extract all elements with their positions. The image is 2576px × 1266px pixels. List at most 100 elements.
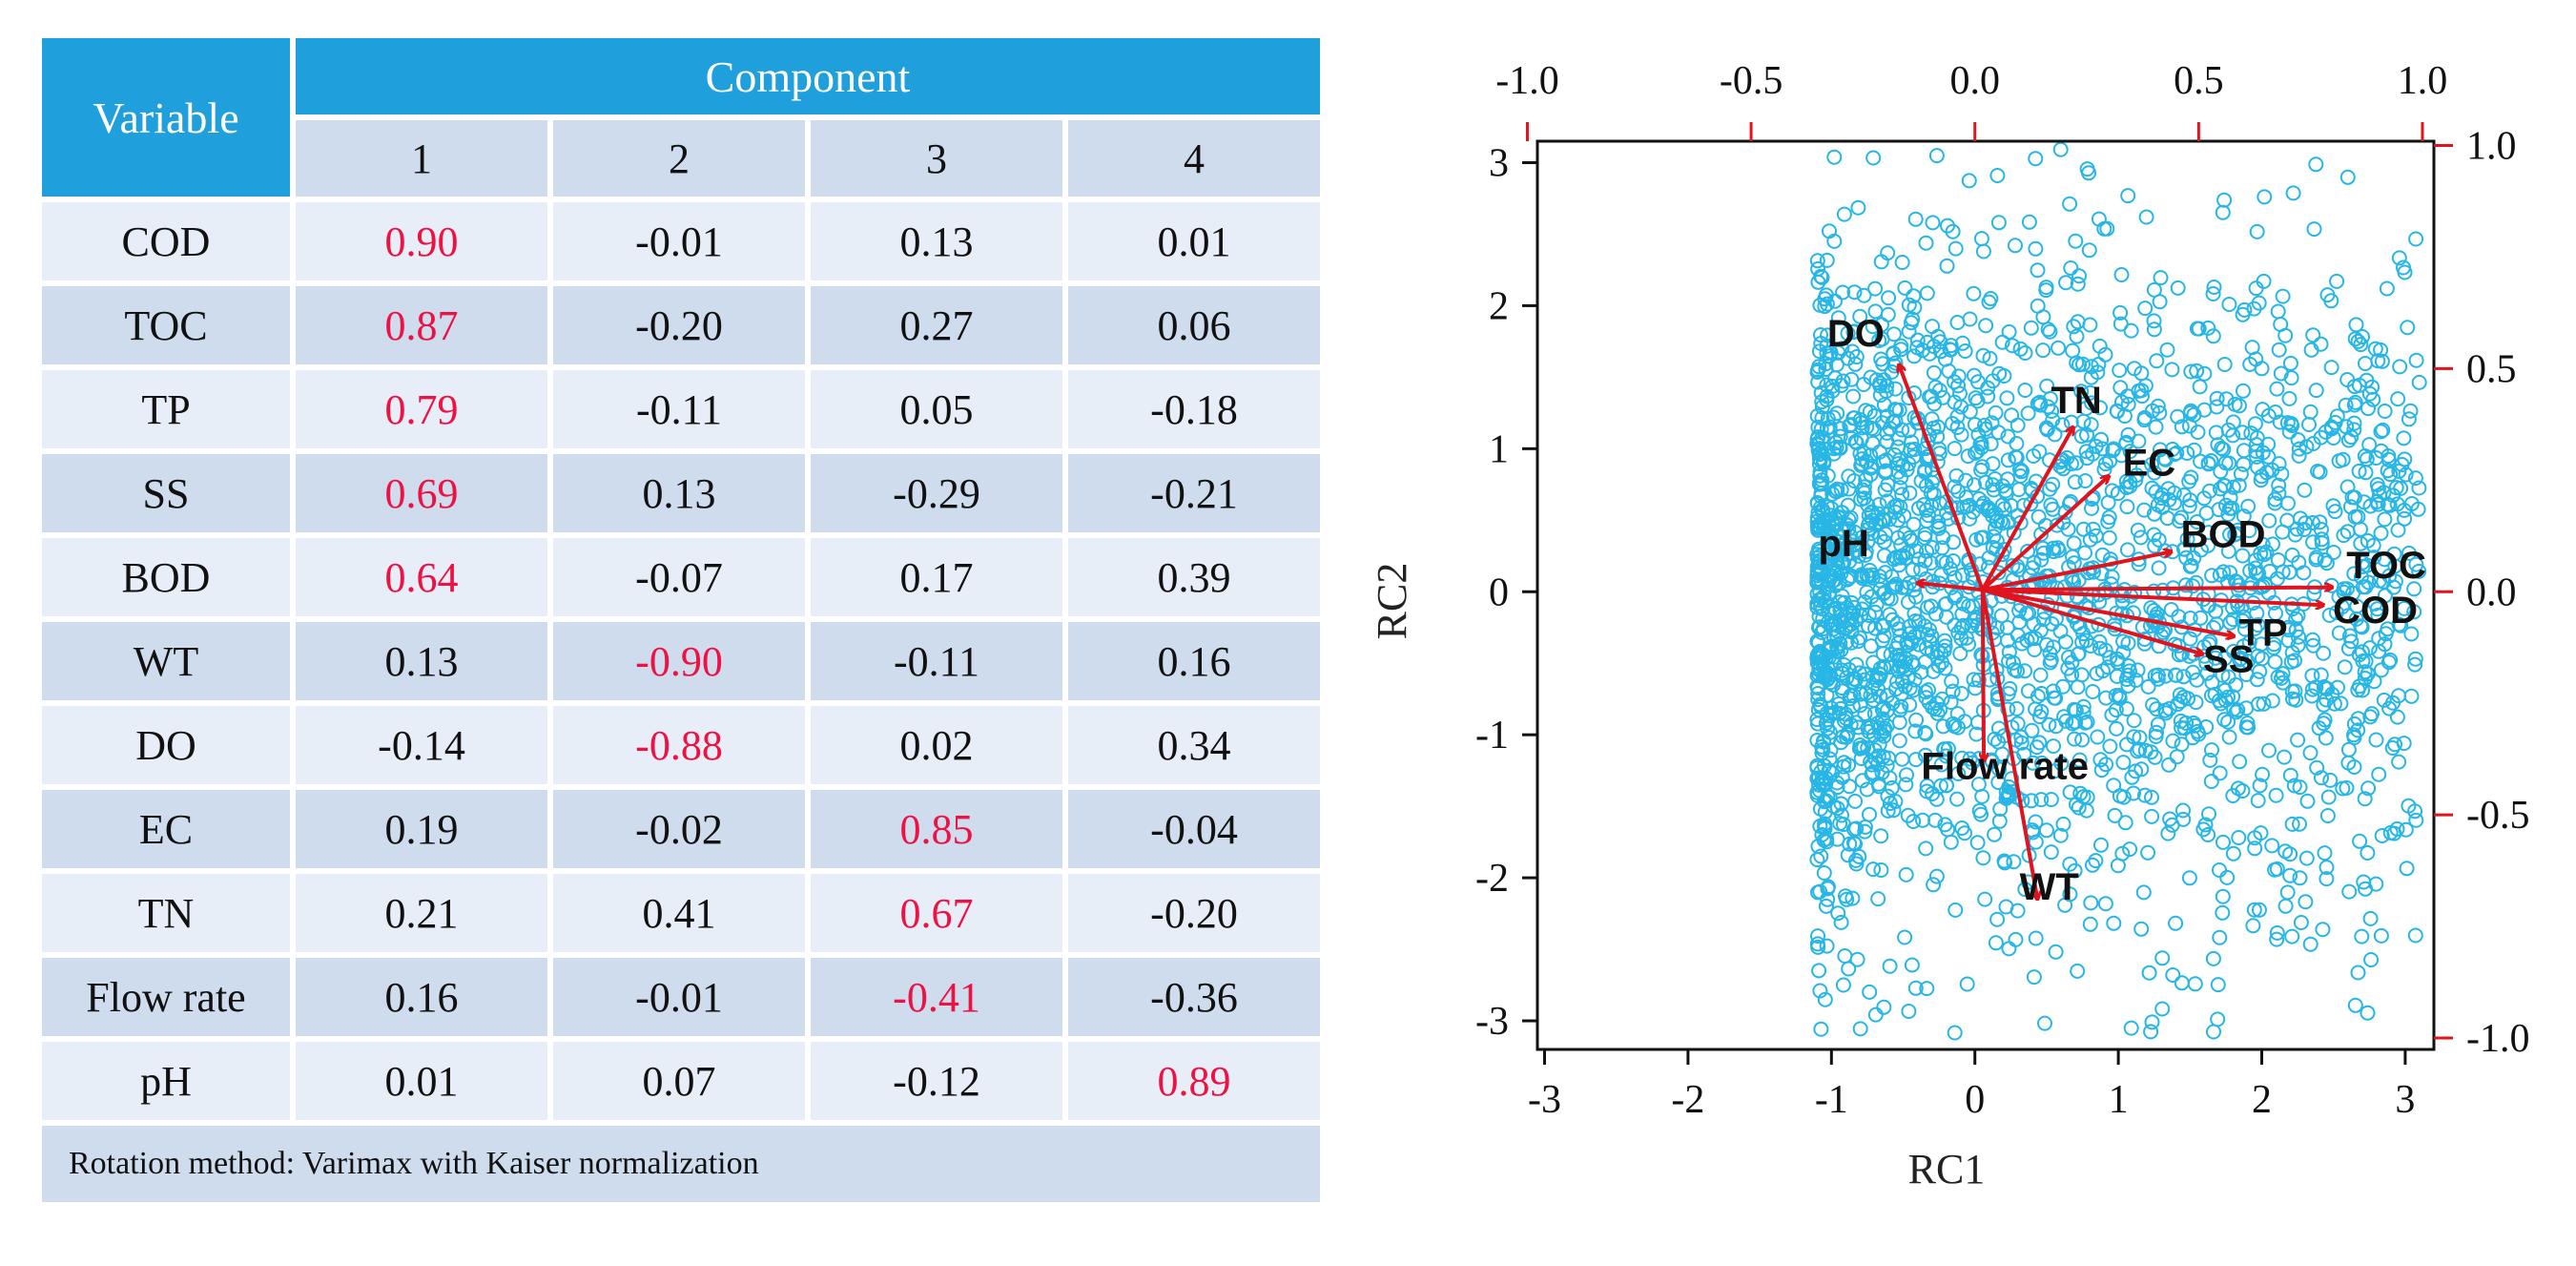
score-point <box>2230 780 2246 797</box>
x-tick-label: -3 <box>1528 1078 1561 1122</box>
score-point <box>1902 529 1918 546</box>
score-point <box>1898 866 1914 882</box>
score-point <box>1810 374 1826 390</box>
score-point <box>1966 285 1982 301</box>
score-point <box>2137 787 2153 803</box>
score-points <box>1809 141 2427 1041</box>
score-point <box>1894 255 1910 270</box>
variable-name: DO <box>42 706 290 784</box>
score-point <box>2174 975 2190 991</box>
score-point <box>2017 345 2033 361</box>
score-point <box>2164 817 2180 833</box>
score-point <box>2071 752 2088 768</box>
score-point <box>2391 250 2407 266</box>
score-point <box>1826 605 1843 621</box>
score-point <box>2159 342 2175 358</box>
score-point <box>2280 495 2296 511</box>
loading-value: -0.12 <box>811 1042 1062 1120</box>
score-point <box>1937 633 1953 649</box>
loading-value: -0.11 <box>553 370 805 448</box>
score-point <box>1969 444 1986 460</box>
score-point <box>2148 729 2164 744</box>
loading-value: 0.85 <box>811 790 1062 868</box>
score-point <box>1853 567 1869 583</box>
score-point <box>2038 636 2054 653</box>
score-point <box>1834 662 1850 678</box>
score-point <box>2075 698 2092 715</box>
loading-value: -0.90 <box>553 622 805 700</box>
score-point <box>1864 458 1880 474</box>
score-point <box>2154 950 2171 966</box>
score-point <box>2185 664 2201 680</box>
score-point <box>2170 408 2186 425</box>
score-point <box>1814 472 1830 488</box>
score-point <box>1962 404 1978 420</box>
score-point <box>2232 652 2248 668</box>
score-point <box>1891 715 1907 731</box>
score-point <box>2247 620 2263 636</box>
score-point <box>1810 274 1826 290</box>
score-point <box>1829 639 1845 655</box>
score-point <box>1954 335 1970 351</box>
score-point <box>2145 696 2161 713</box>
score-point <box>1980 499 1996 515</box>
score-point <box>1809 563 1825 579</box>
score-point <box>2147 749 2163 765</box>
score-point <box>2279 512 2296 529</box>
score-point <box>2169 749 2185 765</box>
score-point <box>1854 456 1870 472</box>
score-point <box>1986 529 2002 545</box>
loading-arrow <box>1980 589 2038 900</box>
score-point <box>1962 751 1978 767</box>
score-point <box>1842 418 1858 433</box>
score-point <box>2340 755 2357 771</box>
score-point <box>1876 512 1892 529</box>
score-point <box>1816 667 1832 683</box>
x-axis-title: RC1 <box>1908 1146 1986 1193</box>
score-point <box>1852 308 1868 324</box>
score-point <box>2173 694 2189 710</box>
score-point <box>2074 732 2091 748</box>
score-point <box>1926 339 1942 355</box>
score-point <box>2317 845 2333 861</box>
score-point <box>2013 729 2030 745</box>
score-point <box>1880 306 1896 322</box>
score-point <box>2004 771 2020 787</box>
score-point <box>1975 850 1991 866</box>
score-point <box>2207 650 2223 666</box>
score-point <box>1856 666 1872 682</box>
score-point <box>1926 877 1942 893</box>
score-point <box>1974 788 1990 804</box>
score-point <box>2317 552 2333 568</box>
score-point <box>1942 342 1958 358</box>
score-point <box>2040 399 2056 415</box>
score-point <box>1982 350 1998 366</box>
score-point <box>2411 480 2427 496</box>
score-point <box>2370 496 2386 512</box>
score-point <box>1815 521 1831 536</box>
score-point <box>2233 466 2249 482</box>
score-point <box>1960 448 1976 465</box>
score-point <box>2400 320 2416 336</box>
score-point <box>2055 678 2071 695</box>
score-point <box>2204 742 2219 758</box>
score-point <box>2356 874 2372 890</box>
score-point <box>2209 399 2225 415</box>
score-point <box>2025 755 2041 771</box>
score-point <box>2296 565 2312 581</box>
score-point <box>2151 560 2167 576</box>
score-point <box>2220 714 2236 730</box>
score-point <box>1823 640 1839 656</box>
score-point <box>2112 363 2128 379</box>
score-point <box>2336 528 2352 544</box>
loading-value: 0.79 <box>296 370 547 448</box>
score-point <box>2028 151 2044 167</box>
score-point <box>1937 741 1953 758</box>
score-point <box>2134 388 2150 405</box>
score-point <box>2196 365 2213 382</box>
score-point <box>2123 322 2139 339</box>
score-point <box>2408 556 2424 572</box>
score-point <box>1969 835 1986 851</box>
score-point <box>2001 644 2017 660</box>
score-point <box>2299 793 2316 809</box>
